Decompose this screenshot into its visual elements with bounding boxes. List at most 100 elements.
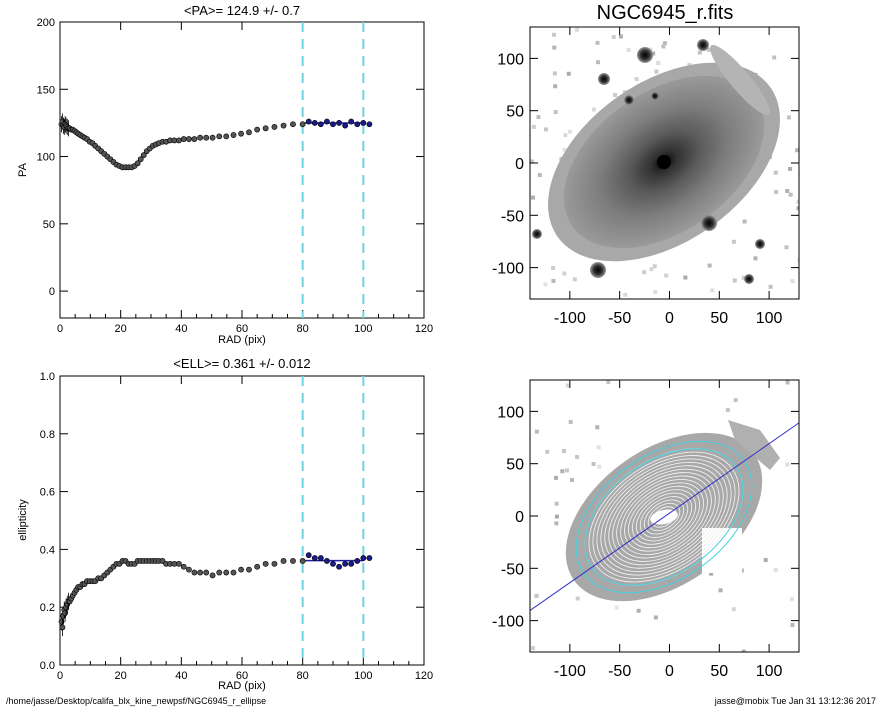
data-point [216,133,223,140]
data-point [203,134,210,141]
noise-pixel [661,44,666,49]
data-point [354,558,361,564]
data-point [197,134,204,141]
data-point [305,552,312,559]
data-point [203,569,210,576]
noise-pixel [591,462,596,467]
noise-pixel [618,34,623,39]
data-point [209,134,216,141]
noise-pixel [553,84,558,89]
data-point [191,136,198,142]
data-point [336,120,342,126]
noise-pixel [553,110,558,115]
data-point [366,121,373,128]
noise-pixel [773,170,778,175]
pa-profile-plot: <PA>= 124.9 +/- 0.7 RAD (pix) PA 0 20 40 60… [17,3,433,346]
noise-pixel [614,605,619,610]
noise-pixel [653,615,658,620]
noise-pixel [595,40,600,45]
data-point [238,566,244,573]
isophote-image-ticks: -100 -50 0 50 100 -100 -50 0 50 100 [492,380,799,680]
data-point [176,560,182,567]
data-point [330,121,336,128]
x-tick-label: 120 [415,670,433,682]
noise-pixel [595,60,600,65]
data-point [354,121,361,128]
data-point [280,122,287,129]
data-point [262,560,269,567]
y-tick-label: 0.2 [40,602,55,614]
data-point [311,120,318,126]
y-tick-label: 0 [515,156,524,173]
data-point [180,136,187,142]
pa-boundary-lines [301,22,365,318]
x-tick-label: 0 [665,310,674,327]
data-point [246,129,252,136]
data-point [137,156,144,163]
x-tick-label: 60 [236,323,248,335]
noise-pixel [626,47,631,52]
data-point [280,558,287,564]
x-tick-label: 80 [297,323,309,335]
data-point [290,121,296,128]
data-point [230,569,237,576]
pa-y-axis-label: PA [17,162,29,177]
data-point [342,560,349,567]
data-point [186,566,192,573]
data-point [271,124,278,130]
pa-plot-frame [59,21,425,319]
data-point [311,555,318,561]
noise-pixel [572,277,577,282]
star [590,262,606,278]
noise-pixel [649,267,654,272]
noise-pixel [763,558,768,563]
galaxy-image-ticks: -100 -50 0 50 100 -100 -50 0 50 100 [492,27,799,327]
ell-plot-frame [59,375,425,666]
star [624,95,634,105]
star [598,73,610,85]
noise-pixel [530,159,535,164]
data-point [223,569,230,576]
galaxy-streak [710,44,770,116]
masked-streak [728,420,780,470]
noise-pixel [566,71,571,76]
noise-pixel [575,596,580,601]
data-point [271,560,278,567]
galaxy-image [530,27,799,299]
y-tick-label: 50 [506,457,524,474]
noise-pixel [554,514,559,519]
data-point [360,555,367,561]
noise-pixel [531,124,536,129]
data-point [223,133,230,140]
y-tick-label: 50 [506,104,524,121]
star [701,215,717,231]
x-tick-label: 100 [354,323,372,335]
noise-pixel [656,61,661,66]
noise-pixel [554,521,559,526]
footer-file-path: /home/jasse/Desktop/califa_blx_kine_newp… [6,696,267,706]
pa-axis-ticks: 0 20 40 60 80 100 120 0 50 100 150 200 [37,17,434,335]
noise-pixel [543,127,548,132]
data-point [254,563,261,570]
x-tick-label: -50 [608,310,631,327]
x-tick-label: 100 [354,670,372,682]
x-tick-label: 0 [57,670,63,682]
noise-pixel [774,189,779,194]
noise-pixel [741,275,746,280]
noise-pixel [687,62,692,67]
noise-pixel [568,420,573,425]
noise-pixel [725,408,730,413]
y-tick-label: 100 [37,152,55,164]
ell-axis-ticks: 0 20 40 60 80 100 120 0.0 0.2 0.4 0.6 0.8 1.0 [40,371,433,682]
noise-pixel [653,290,658,295]
noise-pixel [785,189,790,194]
noise-pixel [531,646,536,651]
data-point [360,120,367,126]
noise-pixel [575,454,580,459]
noise-pixel [662,41,667,46]
x-tick-label: -100 [554,663,586,680]
noise-pixel [552,45,557,50]
noise-pixel [623,292,628,297]
noise-pixel [741,649,746,652]
pa-x-axis-label: RAD (pix) [218,334,266,346]
